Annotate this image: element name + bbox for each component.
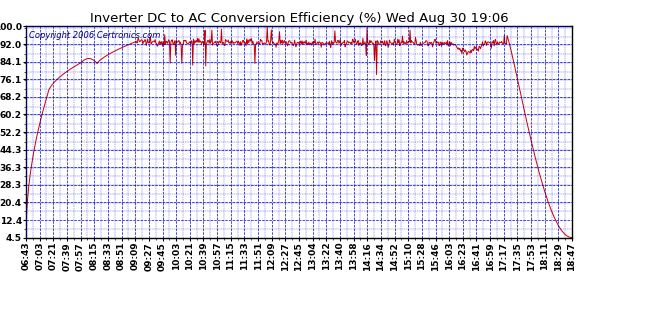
Text: Copyright 2006 Certronics.com: Copyright 2006 Certronics.com	[29, 31, 160, 40]
Title: Inverter DC to AC Conversion Efficiency (%) Wed Aug 30 19:06: Inverter DC to AC Conversion Efficiency …	[90, 12, 508, 25]
